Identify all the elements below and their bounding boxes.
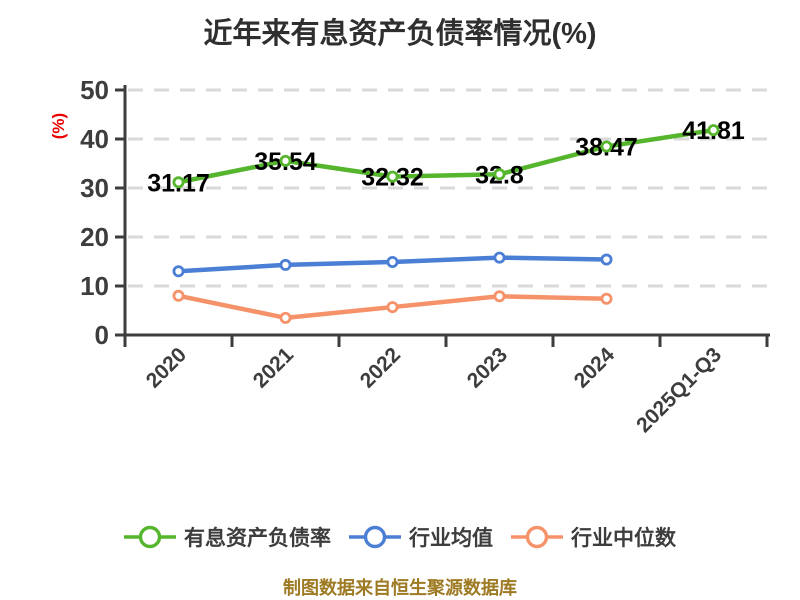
data-source-note: 制图数据来自恒生聚源数据库 bbox=[283, 578, 517, 598]
data-point-marker-0 bbox=[493, 168, 506, 181]
x-tick-label: 2022 bbox=[356, 343, 405, 392]
x-tick-label: 2020 bbox=[142, 343, 191, 392]
data-point-marker-2 bbox=[172, 289, 185, 302]
y-axis-unit-label: (%) bbox=[49, 113, 68, 139]
data-point-marker-0 bbox=[600, 140, 613, 153]
legend-label: 行业均值 bbox=[409, 527, 493, 550]
data-point-marker-0 bbox=[279, 154, 292, 167]
data-point-marker-1 bbox=[279, 258, 292, 271]
y-tick-label: 0 bbox=[95, 320, 109, 350]
x-tick-label: 2024 bbox=[570, 343, 620, 393]
data-point-marker-0 bbox=[172, 176, 185, 189]
chart-title: 近年来有息资产负债率情况(%) bbox=[203, 18, 597, 50]
y-tick-label: 20 bbox=[80, 222, 109, 252]
legend-item-1[interactable]: 行业均值 bbox=[349, 522, 493, 552]
y-tick-label: 10 bbox=[80, 271, 109, 301]
data-point-marker-2 bbox=[279, 311, 292, 324]
data-point-marker-2 bbox=[493, 290, 506, 303]
legend-item-2[interactable]: 行业中位数 bbox=[511, 522, 676, 552]
data-point-marker-1 bbox=[172, 265, 185, 278]
y-tick-label: 40 bbox=[80, 124, 109, 154]
data-point-marker-1 bbox=[493, 251, 506, 264]
legend-marker-icon bbox=[511, 525, 563, 549]
legend-marker-icon bbox=[124, 525, 176, 549]
x-tick-label: 2023 bbox=[463, 343, 512, 392]
data-point-marker-1 bbox=[386, 255, 399, 268]
chart-legend: 有息资产负债率 行业均值 行业中位数 bbox=[0, 514, 800, 560]
legend-item-0[interactable]: 有息资产负债率 bbox=[124, 522, 331, 552]
data-point-marker-2 bbox=[386, 301, 399, 314]
legend-marker-icon bbox=[349, 525, 401, 549]
data-point-marker-0 bbox=[707, 124, 720, 137]
y-tick-label: 50 bbox=[80, 75, 109, 105]
legend-label: 行业中位数 bbox=[571, 527, 676, 550]
series-line-0 bbox=[176, 127, 716, 185]
data-point-marker-2 bbox=[600, 292, 613, 305]
data-point-marker-1 bbox=[600, 253, 613, 266]
data-point-marker-0 bbox=[386, 170, 399, 183]
x-tick-label: 2025Q1-Q3 bbox=[632, 343, 726, 437]
legend-label: 有息资产负债率 bbox=[184, 527, 331, 550]
x-tick-label: 2021 bbox=[249, 343, 299, 393]
y-tick-label: 30 bbox=[80, 173, 109, 203]
